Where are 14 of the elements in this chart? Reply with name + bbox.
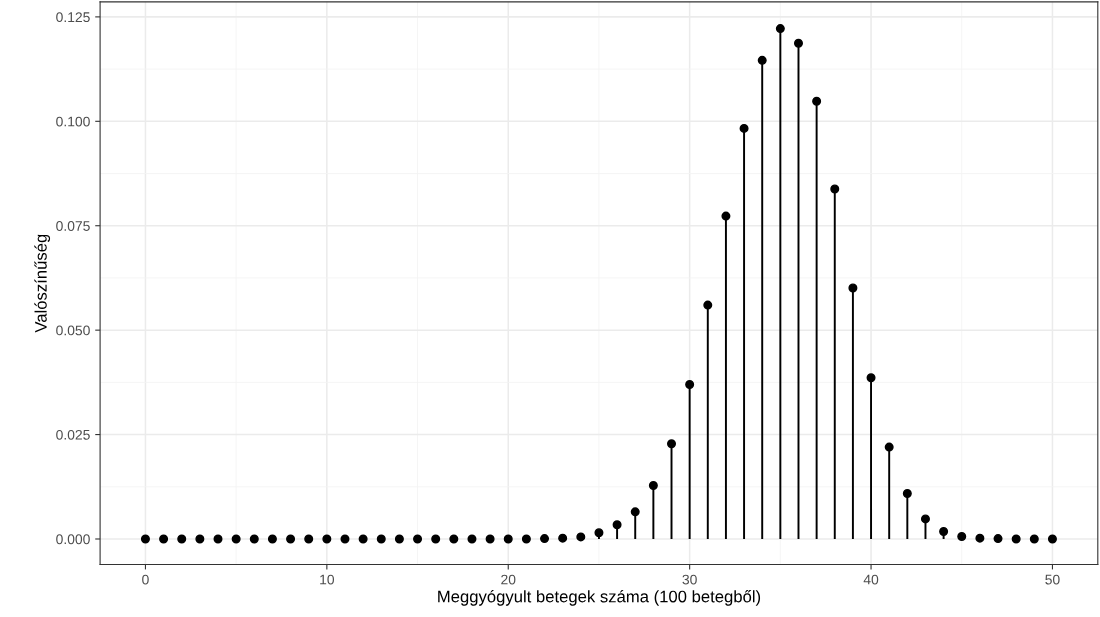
y-axis-title: Valószínűség — [34, 234, 51, 333]
x-tick-label: 50 — [1045, 574, 1060, 585]
y-tick-label: 0.125 — [56, 12, 90, 23]
y-tick-label: 0.100 — [56, 116, 90, 127]
x-tick-label: 30 — [682, 574, 697, 585]
x-axis-title: Meggyógyult betegek száma (100 betegből) — [438, 590, 761, 606]
x-tick-label: 20 — [501, 574, 516, 585]
x-tick-label: 10 — [320, 574, 335, 585]
x-tick-label: 0 — [142, 574, 149, 585]
y-tick-label: 0.000 — [56, 534, 90, 545]
y-tick-label: 0.025 — [56, 429, 90, 440]
x-tick-label: 40 — [863, 574, 879, 585]
y-tick-label: 0.075 — [56, 221, 90, 231]
y-tick-label: 0.050 — [56, 325, 90, 336]
